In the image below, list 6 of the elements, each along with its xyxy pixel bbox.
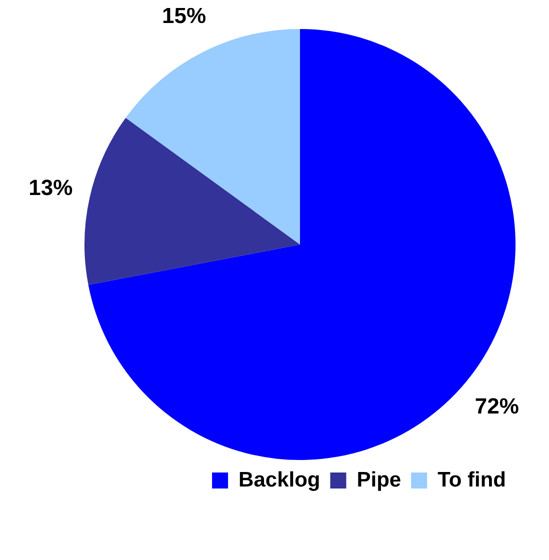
data-label: 72% bbox=[474, 393, 519, 418]
legend-label: Pipe bbox=[356, 468, 402, 492]
legend-label: Backlog bbox=[238, 468, 320, 492]
legend-label: To find bbox=[438, 468, 506, 492]
data-label: 15% bbox=[162, 2, 206, 28]
data-label: 13% bbox=[28, 174, 73, 200]
